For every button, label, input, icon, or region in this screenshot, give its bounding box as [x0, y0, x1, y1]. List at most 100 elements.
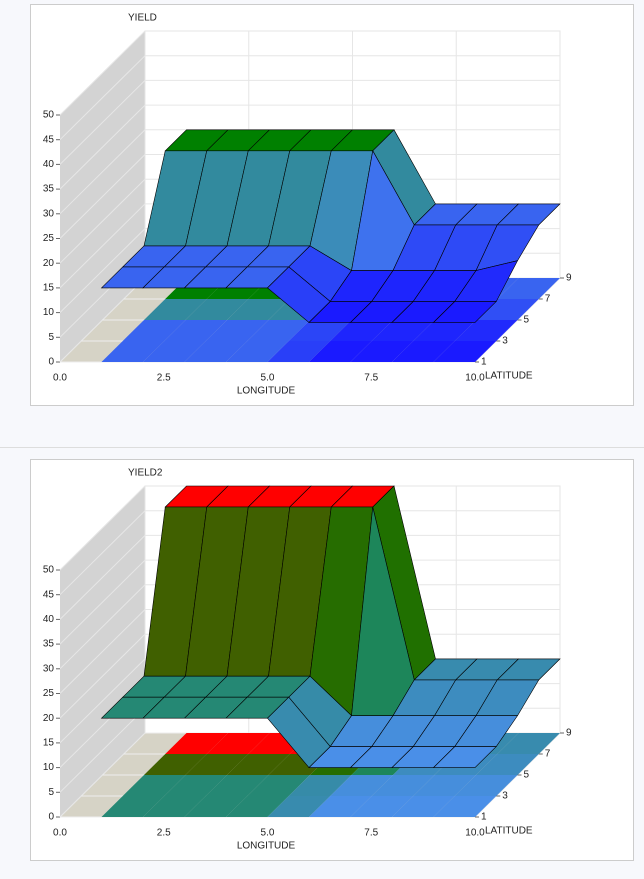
z-tick-label: 20 — [43, 713, 55, 724]
z-tick-label: 50 — [43, 110, 55, 121]
floor-cell — [164, 775, 227, 796]
floor-cell — [267, 341, 331, 362]
y-tick-label: 9 — [566, 273, 572, 284]
floor-cell — [227, 754, 290, 775]
y-axis-label: LATITUDE — [485, 826, 533, 837]
y-tick-label: 3 — [502, 791, 508, 802]
floor-cell — [476, 299, 539, 320]
y-tick-label: 5 — [524, 770, 530, 781]
floor-cell — [101, 341, 165, 362]
y-tick-label: 5 — [524, 315, 530, 326]
x-tick-label: 2.5 — [157, 828, 171, 839]
floor-cell — [247, 775, 310, 796]
z-tick-label: 50 — [43, 565, 55, 576]
floor-cell — [165, 733, 228, 754]
floor-cell — [454, 320, 518, 341]
floor-cell — [392, 796, 455, 817]
z-tick-label: 15 — [43, 283, 55, 294]
floor-cell — [288, 775, 352, 796]
floor-cell — [122, 775, 186, 796]
floor-cell — [205, 320, 269, 341]
floor-cell — [330, 775, 393, 796]
floor-cell — [184, 341, 248, 362]
x-axis-label: LONGITUDE — [237, 841, 296, 852]
z-tick-label: 25 — [43, 688, 55, 699]
floor-cell — [205, 775, 269, 796]
floor-cell — [497, 733, 560, 754]
z-tick-label: 10 — [43, 762, 55, 773]
x-tick-label: 7.5 — [364, 373, 378, 384]
z-tick-label: 5 — [48, 787, 54, 798]
x-tick-label: 10.0 — [465, 373, 485, 384]
floor-cell — [226, 341, 289, 362]
floor-cell — [143, 341, 206, 362]
z-tick-label: 15 — [43, 738, 55, 749]
floor-cell — [143, 796, 206, 817]
floor-cell — [330, 320, 393, 341]
floor-cell — [247, 320, 310, 341]
floor-cell — [392, 341, 455, 362]
floor-cell — [309, 341, 372, 362]
floor-cell — [433, 796, 497, 817]
z-tick-label: 45 — [43, 134, 55, 145]
y-tick-label: 7 — [545, 294, 551, 305]
x-tick-label: 2.5 — [157, 373, 171, 384]
z-tick-label: 20 — [43, 258, 55, 269]
floor-cell — [122, 320, 186, 341]
floor-cell — [144, 754, 207, 775]
y-tick-label: 7 — [545, 749, 551, 760]
x-tick-label: 5.0 — [261, 373, 275, 384]
floor-cell — [476, 754, 539, 775]
chart-title: YIELD — [128, 13, 157, 24]
z-tick-label: 40 — [43, 614, 55, 625]
surface-cell — [432, 746, 497, 768]
chart-title: YIELD2 — [128, 468, 163, 479]
y-tick-label: 9 — [566, 728, 572, 739]
surface-cell — [432, 301, 497, 323]
floor-cell — [371, 320, 435, 341]
floor-cell — [350, 796, 414, 817]
floor-cell — [164, 320, 227, 341]
z-tick-label: 30 — [43, 208, 55, 219]
floor-cell — [433, 341, 497, 362]
z-tick-label: 10 — [43, 307, 55, 318]
z-tick-label: 40 — [43, 159, 55, 170]
y-axis-label: LATITUDE — [485, 371, 533, 382]
y-tick-label: 1 — [481, 357, 487, 368]
floor-cell — [185, 754, 249, 775]
z-tick-label: 30 — [43, 663, 55, 674]
floor-cell — [206, 733, 270, 754]
floor-cell — [227, 299, 290, 320]
z-tick-label: 35 — [43, 639, 55, 650]
z-tick-label: 45 — [43, 589, 55, 600]
x-tick-label: 0.0 — [53, 373, 67, 384]
floor-cell — [144, 299, 207, 320]
floor-cell — [350, 341, 414, 362]
z-tick-label: 35 — [43, 184, 55, 195]
floor-cell — [101, 796, 165, 817]
z-tick-label: 0 — [48, 357, 54, 368]
floor-cell — [184, 796, 248, 817]
z-tick-label: 0 — [48, 812, 54, 823]
y-tick-label: 3 — [502, 336, 508, 347]
x-axis-label: LONGITUDE — [237, 386, 296, 397]
floor-cell — [309, 796, 372, 817]
floor-cell — [454, 775, 518, 796]
x-tick-label: 10.0 — [465, 828, 485, 839]
floor-cell — [185, 299, 249, 320]
floor-cell — [497, 278, 560, 299]
z-tick-label: 25 — [43, 233, 55, 244]
x-tick-label: 5.0 — [261, 828, 275, 839]
floor-cell — [413, 320, 476, 341]
z-tick-label: 5 — [48, 332, 54, 343]
floor-cell — [226, 796, 289, 817]
floor-cell — [371, 775, 435, 796]
x-tick-label: 7.5 — [364, 828, 378, 839]
x-tick-label: 0.0 — [53, 828, 67, 839]
floor-cell — [267, 796, 331, 817]
floor-cell — [413, 775, 476, 796]
floor-cell — [288, 320, 352, 341]
y-tick-label: 1 — [481, 812, 487, 823]
